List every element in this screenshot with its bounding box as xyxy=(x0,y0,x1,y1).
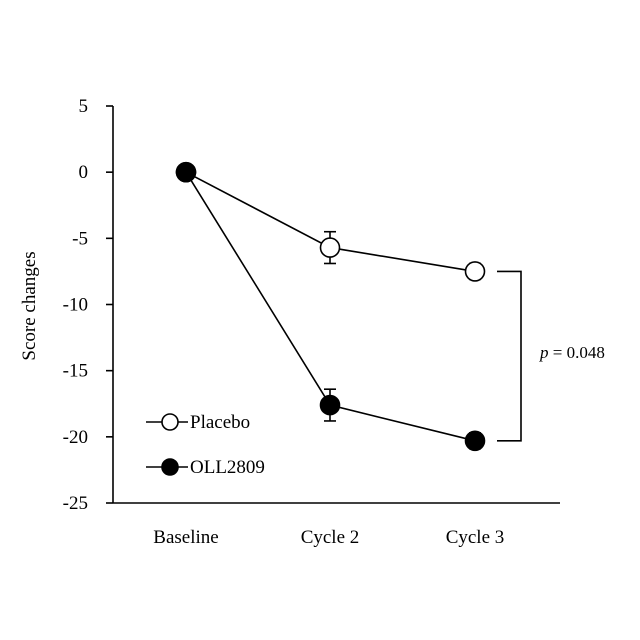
y-ticks: 5 0 -5 -10 -15 -20 -25 xyxy=(63,96,113,514)
legend-marker-oll2809 xyxy=(162,459,178,475)
y-tick-label: -5 xyxy=(72,228,88,249)
series-oll2809 xyxy=(177,163,485,451)
x-tick-label-baseline: Baseline xyxy=(153,527,218,548)
bracket-path xyxy=(497,271,521,440)
legend-label-placebo: Placebo xyxy=(190,412,250,433)
p-symbol: p xyxy=(539,343,549,362)
p-value-text: = 0.048 xyxy=(549,343,605,362)
data-point-placebo-cycle-2 xyxy=(321,238,340,257)
legend: Placebo OLL2809 xyxy=(146,412,265,478)
y-tick-label: 5 xyxy=(79,96,89,117)
y-tick-label: 0 xyxy=(79,162,89,183)
significance-bracket xyxy=(497,271,521,440)
y-axis-label: Score changes xyxy=(19,251,40,360)
legend-label-oll2809: OLL2809 xyxy=(190,457,265,478)
data-point-oll2809-cycle-3 xyxy=(466,431,485,450)
y-tick-label: -25 xyxy=(63,493,88,514)
series-layer xyxy=(177,163,485,451)
y-tick-label: -20 xyxy=(63,427,88,448)
legend-item-placebo: Placebo xyxy=(146,412,250,433)
legend-item-oll2809: OLL2809 xyxy=(146,457,265,478)
x-tick-label-cycle-2: Cycle 2 xyxy=(301,527,360,548)
x-tick-label-cycle-3: Cycle 3 xyxy=(446,527,505,548)
data-point-oll2809-cycle-2 xyxy=(321,396,340,415)
p-value-annotation: p = 0.048 xyxy=(539,343,605,362)
data-point-placebo-cycle-3 xyxy=(466,262,485,281)
legend-marker-placebo xyxy=(162,414,178,430)
data-point-oll2809-baseline xyxy=(177,163,196,182)
series-placebo xyxy=(177,163,485,281)
x-ticks: Baseline Cycle 2 Cycle 3 xyxy=(153,527,504,548)
y-tick-label: -10 xyxy=(63,295,88,316)
y-tick-label: -15 xyxy=(63,361,88,382)
